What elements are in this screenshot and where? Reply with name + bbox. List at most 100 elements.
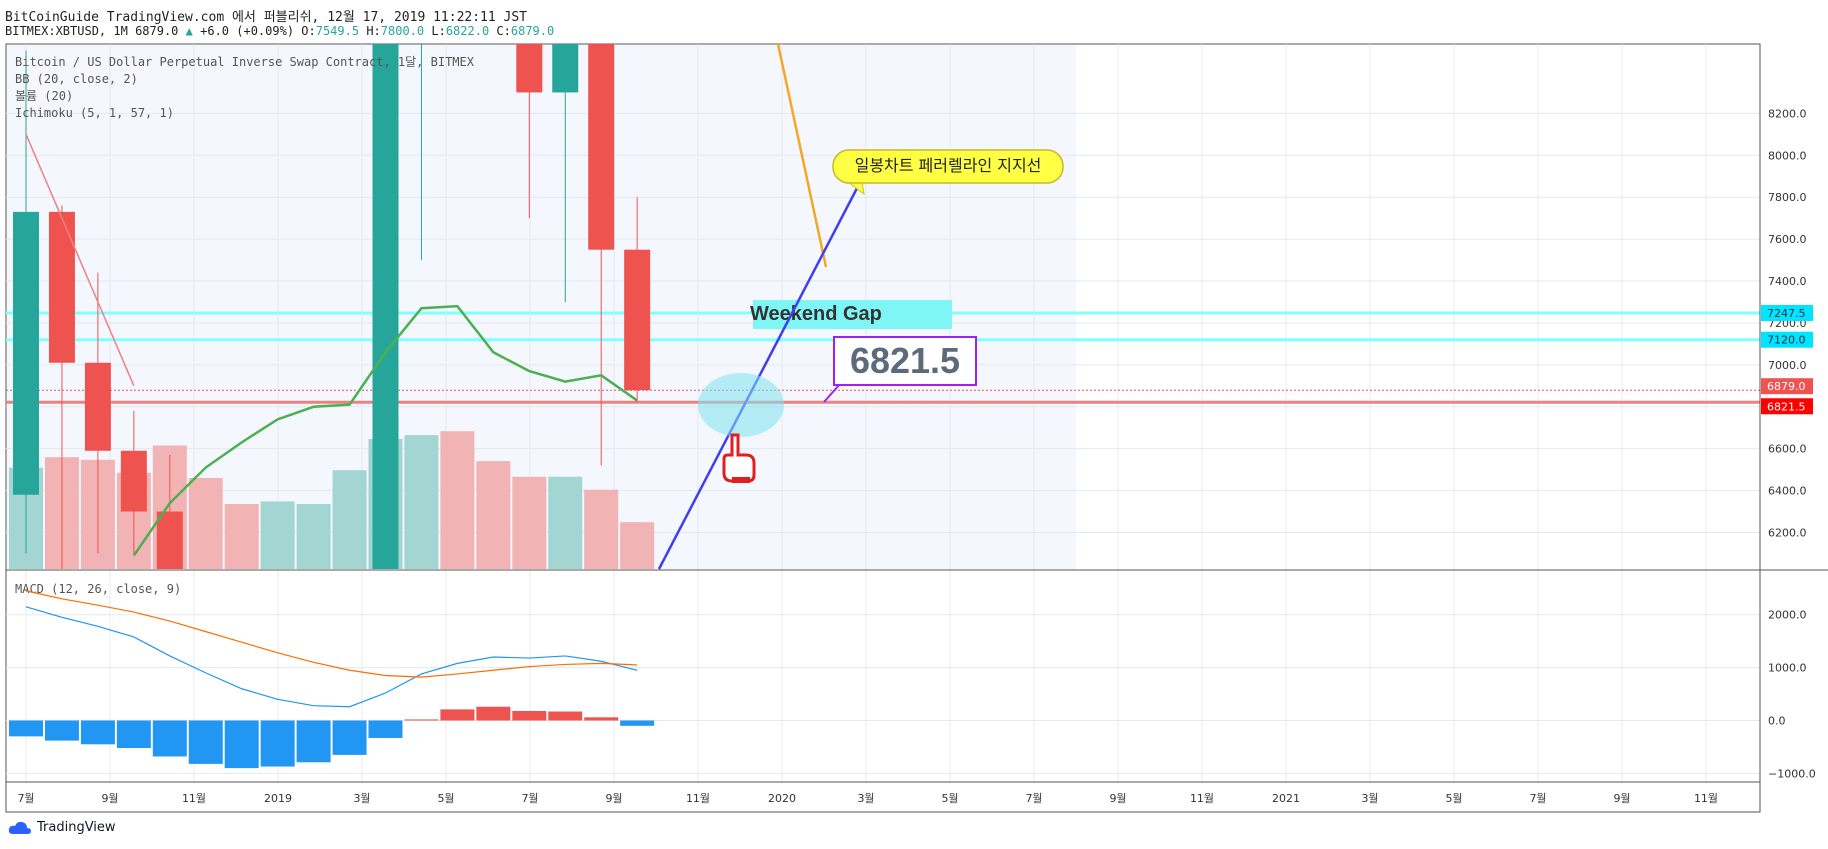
price-tag-bg	[1761, 304, 1813, 321]
price-tick-label: 7800.0	[1768, 191, 1807, 204]
bb-line	[25, 134, 135, 387]
macd-tick-label: 2000.0	[1768, 609, 1807, 622]
volume-bar	[188, 478, 223, 569]
price-callout-value: 6821.5	[850, 340, 960, 381]
volume-bar	[440, 431, 475, 569]
candle-body	[624, 249, 651, 391]
price-tags: 7247.5 7120.0 6879.0 6821.5	[1761, 304, 1813, 415]
price-tick-label: 6400.0	[1768, 485, 1807, 498]
candle-body	[120, 450, 147, 512]
time-tick-label: 7월	[1529, 792, 1546, 805]
orange-trend-line	[776, 43, 828, 268]
time-tick-label: 11월	[1190, 792, 1214, 805]
time-tick-label: 9월	[101, 792, 118, 805]
macd-histogram-bar	[368, 720, 403, 738]
time-tick-label: 9월	[1613, 792, 1630, 805]
price-tag-bg	[1761, 331, 1813, 348]
price-tick-label: 7000.0	[1768, 359, 1807, 372]
price-tag-bg	[1761, 398, 1813, 415]
macd-histogram-bar	[9, 720, 43, 737]
volume-bar	[584, 489, 619, 569]
callout-text: 일봉차트 페러렐라인 지지선	[855, 156, 1042, 175]
time-tick-label: 2021	[1272, 792, 1300, 805]
candle-body	[552, 44, 579, 93]
macd-histogram-bar	[476, 706, 511, 721]
time-tick-label: 5월	[1445, 792, 1462, 805]
time-tick-label: 3월	[857, 792, 874, 805]
legend-macd: MACD (12, 26, close, 9)	[15, 582, 181, 596]
price-change: +6.0 (+0.09%)	[200, 24, 295, 38]
time-tick-label: 3월	[353, 792, 370, 805]
parallel-support-line	[657, 166, 870, 570]
candle-body	[372, 44, 399, 569]
volume-bar	[224, 504, 259, 569]
price-tag-label: 6821.5	[1767, 400, 1806, 413]
price-tick-label: 6200.0	[1768, 526, 1807, 539]
macd-histogram-bar	[44, 720, 79, 741]
time-axis[interactable]: 7월 9월 11월 2019 3월 5월 7월 9월 11월 2020 3월 5월 7월 9월 11월 202…	[17, 792, 1718, 805]
macd-histogram-bar	[440, 709, 475, 721]
macd-histogram-bar	[152, 720, 187, 757]
time-tick-label: 9월	[605, 792, 622, 805]
price-tick-label: 7400.0	[1768, 275, 1807, 288]
pointing-hand-icon	[722, 433, 756, 483]
publish-header: BitCoinGuide TradingView.com 에서 퍼블리쉬, 12…	[5, 10, 528, 25]
callout-bubble: 일봉차트 페러렐라인 지지선	[832, 149, 1064, 196]
time-tick-label: 5월	[941, 792, 958, 805]
macd-tick-label: 0.0	[1768, 715, 1786, 728]
overlays	[25, 43, 870, 570]
time-tick-label: 11월	[182, 792, 206, 805]
macd-histogram-bar	[224, 720, 259, 769]
macd-tick-label: −1000.0	[1768, 767, 1816, 780]
open-value: 7549.5	[315, 24, 360, 38]
macd-histogram-bar	[548, 711, 583, 721]
legend: Bitcoin / US Dollar Perpetual Inverse Sw…	[15, 55, 475, 596]
volume-bar	[296, 504, 331, 569]
macd-histogram-bar	[584, 717, 619, 721]
price-tag-label: 6879.0	[1767, 380, 1806, 393]
candle-body	[13, 211, 39, 495]
time-tick-label: 7월	[1025, 792, 1042, 805]
tradingview-logo[interactable]: TradingView	[8, 820, 116, 835]
candles	[13, 44, 651, 569]
time-tick-label: 9월	[1109, 792, 1126, 805]
price-tick-label: 8200.0	[1768, 107, 1807, 120]
volume-bar	[620, 522, 655, 569]
up-arrow-icon: ▲	[185, 24, 193, 38]
legend-volume: 볼륨 (20)	[15, 89, 73, 103]
macd-histogram-bar	[260, 720, 295, 767]
macd-tick-label: 1000.0	[1768, 662, 1807, 675]
price-tag-label: 7120.0	[1767, 334, 1806, 347]
candle-body	[516, 44, 543, 93]
candle-body	[588, 44, 615, 250]
time-tick-label: 5월	[437, 792, 454, 805]
volume-bar	[332, 470, 367, 569]
time-tick-label: 2019	[264, 792, 292, 805]
price-tick-label: 7600.0	[1768, 233, 1807, 246]
volume-bar	[512, 476, 547, 569]
candle-body	[156, 511, 183, 569]
price-tag-bg	[1761, 378, 1813, 395]
highlight-ellipse	[698, 373, 784, 437]
price-tick-label: 8000.0	[1768, 149, 1807, 162]
brand-label: TradingView	[37, 820, 116, 835]
price-callout: 6821.5	[823, 336, 977, 403]
time-tick-label: 11월	[686, 792, 710, 805]
grid	[6, 44, 1760, 782]
weekend-gap-label: Weekend Gap	[750, 303, 882, 325]
time-tick-label: 3월	[1361, 792, 1378, 805]
macd-histogram-bar	[512, 710, 547, 721]
high-value: 7800.0	[380, 24, 425, 38]
macd-histogram-bar	[404, 719, 439, 721]
macd-histogram-bar	[188, 720, 223, 764]
macd-pane	[9, 590, 655, 769]
time-tick-label: 11월	[1694, 792, 1718, 805]
macd-histogram-bar	[296, 720, 331, 763]
candle-body	[84, 362, 111, 451]
volume-bar	[548, 476, 583, 569]
last-price: 6879.0	[135, 24, 179, 38]
low-value: 6822.0	[445, 24, 490, 38]
macd-line	[25, 606, 638, 708]
price-axis[interactable]: 8200.08000.07800.07600.07400.07200.07000…	[1768, 107, 1816, 780]
